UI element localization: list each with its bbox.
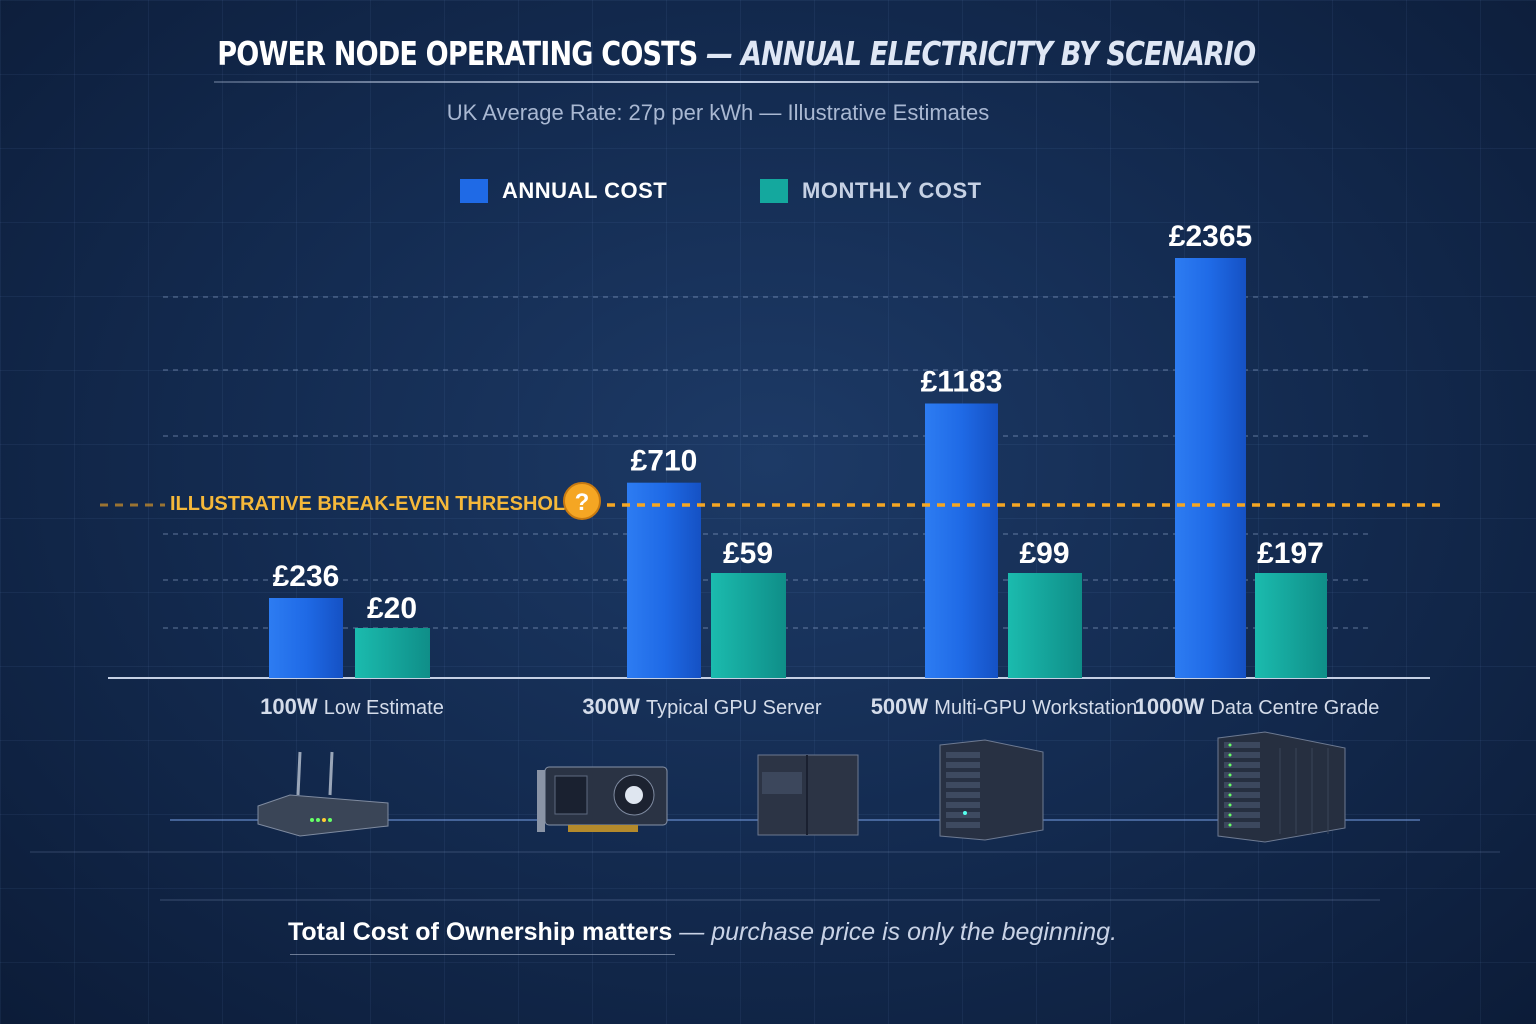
threshold-label: ILLUSTRATIVE BREAK-EVEN THRESHOLD <box>170 493 580 515</box>
rack-unit <box>946 812 980 818</box>
question-icon <box>563 482 601 520</box>
led <box>1228 793 1232 797</box>
led <box>322 818 326 822</box>
led <box>1228 813 1232 817</box>
category-wattage: 300W <box>582 694 646 719</box>
led <box>310 818 314 822</box>
footer-note: Total Cost of Ownership matters — purcha… <box>288 918 1117 947</box>
category-label: 500W Multi-GPU Workstation <box>871 694 1138 719</box>
legend-monthly: MONTHLY COST <box>760 178 982 204</box>
category-description: Multi-GPU Workstation <box>934 697 1137 719</box>
chart-title: POWER NODE OPERATING COSTS — ANNUAL ELEC… <box>134 34 1339 73</box>
footer-italic: — purchase price is only the beginning. <box>672 918 1118 946</box>
footer-underline <box>290 954 675 955</box>
rack-unit <box>946 792 980 798</box>
chart-subtitle: UK Average Rate: 27p per kWh — Illustrat… <box>446 100 990 125</box>
bar-monthly <box>1255 573 1327 678</box>
led <box>1228 743 1232 747</box>
led <box>1228 823 1232 827</box>
server-cabinet-icon <box>1217 731 1346 843</box>
gpu-connector <box>568 825 638 832</box>
tower-bay <box>762 772 802 794</box>
rack-unit <box>946 772 980 778</box>
bar-annual <box>1175 258 1246 678</box>
data-label-annual: £710 <box>631 445 698 478</box>
rack-unit <box>946 782 980 788</box>
category-label: 100W Low Estimate <box>260 694 444 719</box>
gpu-bracket <box>537 770 545 832</box>
led <box>1228 753 1232 757</box>
legend-swatch-monthly <box>760 179 788 203</box>
legend-annual: ANNUAL COST <box>460 178 667 204</box>
title-bold: POWER NODE OPERATING COSTS <box>217 34 698 73</box>
cabinet-unit <box>1224 812 1260 818</box>
tower-seam <box>806 755 808 835</box>
led <box>963 811 967 815</box>
cabinet-unit <box>1224 792 1260 798</box>
data-label-monthly: £99 <box>1019 537 1069 570</box>
led <box>316 818 320 822</box>
led <box>1228 803 1232 807</box>
data-label-annual: £1183 <box>921 365 1003 398</box>
category-wattage: 100W <box>260 694 324 719</box>
gpu-fan-hub <box>625 786 643 804</box>
data-label-annual: £2365 <box>1169 220 1252 253</box>
cabinet-unit <box>1224 822 1260 828</box>
title-light: — ANNUAL ELECTRICITY BY SCENARIO <box>706 34 1256 73</box>
antenna <box>296 751 302 796</box>
cabinet-unit <box>1224 772 1260 778</box>
rack-unit <box>946 762 980 768</box>
antenna <box>328 751 334 796</box>
bar-monthly <box>711 573 786 678</box>
led <box>1228 763 1232 767</box>
cabinet-unit <box>1224 762 1260 768</box>
bar-annual <box>627 482 701 678</box>
category-description: Data Centre Grade <box>1210 697 1379 719</box>
bar-annual <box>269 598 343 678</box>
led <box>328 818 332 822</box>
cabinet-unit <box>1224 752 1260 758</box>
cabinet-unit <box>1224 782 1260 788</box>
gpu-card-icon <box>537 766 668 832</box>
data-label-monthly: £59 <box>723 537 773 570</box>
led <box>1228 773 1232 777</box>
cabinet-unit <box>1224 742 1260 748</box>
gpu-heatsink <box>554 775 588 815</box>
category-wattage: 500W <box>871 694 935 719</box>
data-label-annual: £236 <box>273 560 340 593</box>
category-description: Typical GPU Server <box>646 697 822 719</box>
question-mark: ? <box>575 489 590 516</box>
bar-annual <box>925 403 998 678</box>
led <box>1228 783 1232 787</box>
router-icon <box>257 751 389 837</box>
category-description: Low Estimate <box>324 697 444 719</box>
bar-monthly <box>1008 573 1082 678</box>
bar-monthly <box>355 628 430 678</box>
title-divider <box>214 81 1259 83</box>
category-wattage: 1000W <box>1135 694 1211 719</box>
rack-unit <box>946 752 980 758</box>
tower-server-icon <box>757 754 859 836</box>
data-label-monthly: £197 <box>1257 537 1324 570</box>
legend-label-annual: ANNUAL COST <box>502 178 668 203</box>
category-label: 1000W Data Centre Grade <box>1135 694 1380 719</box>
router-body <box>257 794 389 837</box>
category-label: 300W Typical GPU Server <box>582 694 822 719</box>
legend-label-monthly: MONTHLY COST <box>802 178 982 203</box>
rack-unit <box>946 802 980 808</box>
legend-swatch-annual <box>460 179 488 203</box>
footer-bold: Total Cost of Ownership matters <box>288 918 673 946</box>
data-label-monthly: £20 <box>367 592 417 625</box>
rack-unit <box>946 822 980 828</box>
rack-server-icon <box>939 739 1044 841</box>
cabinet-unit <box>1224 802 1260 808</box>
